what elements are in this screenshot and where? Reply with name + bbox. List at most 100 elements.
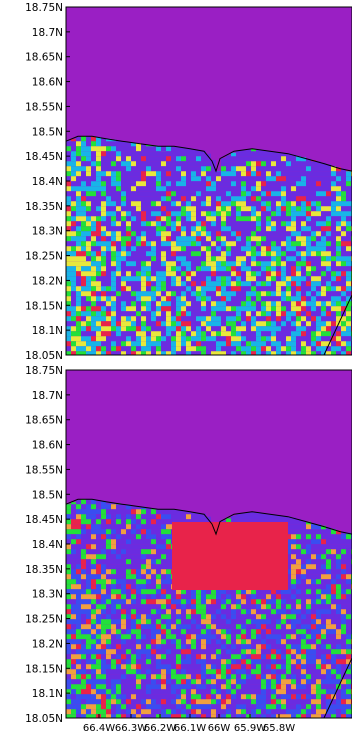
land-cell: [226, 664, 231, 670]
land-cell: [296, 574, 301, 580]
land-cell: [346, 579, 351, 585]
land-cell: [206, 171, 211, 177]
land-cell: [276, 191, 281, 197]
land-cell: [226, 659, 231, 665]
land-cell: [191, 326, 196, 332]
land-cell: [106, 196, 111, 202]
land-cell: [296, 654, 301, 660]
land-cell: [276, 196, 281, 202]
land-cell: [286, 714, 291, 718]
land-cell: [226, 316, 231, 322]
land-cell: [316, 176, 321, 182]
land-cell: [141, 599, 146, 605]
land-cell: [216, 664, 221, 670]
land-cell: [281, 629, 286, 635]
land-cell: [171, 614, 176, 620]
land-cell: [266, 669, 271, 675]
land-cell: [311, 326, 316, 332]
land-cell: [231, 679, 236, 685]
land-cell: [76, 216, 81, 222]
land-cell: [201, 599, 206, 605]
land-cell: [116, 301, 121, 307]
land-cell: [276, 226, 281, 232]
land-cell: [226, 336, 231, 342]
land-cell: [271, 261, 276, 267]
land-cell: [146, 201, 151, 207]
land-cell: [336, 326, 341, 332]
land-cell: [221, 176, 226, 182]
land-cell: [106, 619, 111, 625]
land-cell: [131, 241, 136, 247]
land-cell: [141, 321, 146, 327]
land-cell: [121, 276, 126, 282]
land-cell: [281, 674, 286, 680]
land-cell: [346, 296, 351, 302]
land-cell: [336, 534, 341, 540]
land-cell: [116, 241, 121, 247]
land-cell: [201, 266, 206, 272]
land-cell: [341, 191, 346, 197]
land-cell: [161, 336, 166, 342]
land-cell: [81, 599, 86, 605]
land-cell: [266, 326, 271, 332]
land-cell: [211, 599, 216, 605]
land-cell: [291, 326, 296, 332]
land-cell: [186, 171, 191, 177]
land-cell: [266, 704, 271, 710]
land-cell: [286, 659, 291, 665]
land-cell: [111, 604, 116, 610]
land-cell: [146, 321, 151, 327]
land-cell: [106, 714, 111, 718]
land-cell: [121, 346, 126, 352]
land-cell: [231, 614, 236, 620]
land-cell: [291, 246, 296, 252]
land-cell: [121, 669, 126, 675]
land-cell: [231, 206, 236, 212]
land-cell: [311, 231, 316, 237]
land-cell: [186, 321, 191, 327]
land-cell: [321, 684, 326, 690]
land-cell: [141, 524, 146, 530]
land-cell: [146, 351, 151, 355]
land-cell: [111, 346, 116, 352]
land-cell: [236, 336, 241, 342]
land-cell: [316, 594, 321, 600]
land-cell: [81, 634, 86, 640]
land-cell: [281, 604, 286, 610]
land-cell: [306, 211, 311, 217]
land-cell: [201, 326, 206, 332]
land-cell: [286, 216, 291, 222]
land-cell: [86, 266, 91, 272]
land-cell: [146, 241, 151, 247]
land-cell: [66, 639, 71, 645]
land-cell: [96, 564, 101, 570]
land-cell: [236, 326, 241, 332]
land-cell: [256, 236, 261, 242]
land-cell: [276, 176, 281, 182]
land-cell: [256, 256, 261, 262]
land-cell: [106, 226, 111, 232]
land-cell: [121, 141, 126, 147]
land-cell: [316, 674, 321, 680]
land-cell: [136, 191, 141, 197]
land-cell: [291, 271, 296, 277]
land-cell: [286, 326, 291, 332]
land-cell: [166, 519, 171, 525]
land-cell: [201, 216, 206, 222]
land-cell: [186, 664, 191, 670]
land-cell: [176, 211, 181, 217]
land-cell: [221, 619, 226, 625]
land-cell: [271, 514, 276, 520]
land-cell: [86, 554, 91, 560]
land-cell: [306, 281, 311, 287]
land-cell: [196, 161, 201, 167]
land-cell: [156, 579, 161, 585]
land-cell: [311, 201, 316, 207]
land-cell: [161, 609, 166, 615]
land-cell: [171, 714, 176, 718]
land-cell: [286, 569, 291, 575]
land-cell: [306, 704, 311, 710]
land-cell: [126, 564, 131, 570]
land-cell: [291, 699, 296, 705]
land-cell: [131, 694, 136, 700]
